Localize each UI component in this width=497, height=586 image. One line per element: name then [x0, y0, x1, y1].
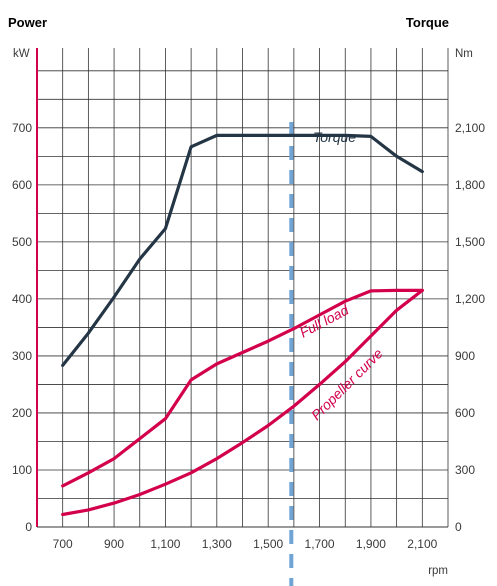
torque-tick-label: 2,100: [455, 121, 485, 135]
power-tick-label: 300: [12, 349, 32, 363]
power-tick-label: 600: [12, 178, 32, 192]
power-tick-label: 0: [25, 520, 32, 534]
torque-tick-label: 300: [455, 463, 475, 477]
torque-tick-label: 1,500: [455, 235, 485, 249]
power-unit-label: kW: [13, 48, 30, 60]
rpm-tick-label: 1,100: [150, 537, 180, 551]
torque-series-line: [61, 133, 424, 367]
rpm-tick-label: 900: [104, 537, 124, 551]
torque-tick-label: 0: [455, 520, 462, 534]
torque-unit-label: Nm: [455, 48, 473, 60]
rpm-axis-ticks: 700 900 1,100 1,300 1,500 1,700 1,900 2,100: [53, 537, 438, 551]
rpm-tick-label: 2,100: [407, 537, 437, 551]
torque-axis-title: Torque: [406, 15, 449, 30]
rpm-tick-label: 1,900: [356, 537, 386, 551]
torque-axis-ticks: 0 300 600 900 1,200 1,500 1,800 2,100: [455, 121, 485, 534]
full-load-series-line: [61, 288, 424, 488]
torque-tick-label: 1,200: [455, 292, 485, 306]
torque-tick-label: 900: [455, 349, 475, 363]
rpm-unit-label: rpm: [428, 565, 448, 577]
power-tick-label: 700: [12, 121, 32, 135]
power-tick-label: 100: [12, 463, 32, 477]
grid: [36, 48, 449, 528]
rpm-tick-label: 700: [53, 537, 73, 551]
torque-tick-label: 1,800: [455, 178, 485, 192]
series-layer: [61, 133, 424, 517]
power-axis-ticks: 0 100 200 300 400 500 600 700: [12, 121, 32, 534]
propeller-curve-series-line: [61, 288, 424, 517]
rpm-tick-label: 1,700: [305, 537, 335, 551]
power-tick-label: 200: [12, 406, 32, 420]
power-tick-label: 400: [12, 292, 32, 306]
torque-tick-label: 600: [455, 406, 475, 420]
rpm-tick-label: 1,300: [202, 537, 232, 551]
torque-curve-label: Torque: [313, 129, 356, 145]
rpm-tick-label: 1,500: [253, 537, 283, 551]
power-tick-label: 500: [12, 235, 32, 249]
power-axis-title: Power: [8, 15, 47, 30]
